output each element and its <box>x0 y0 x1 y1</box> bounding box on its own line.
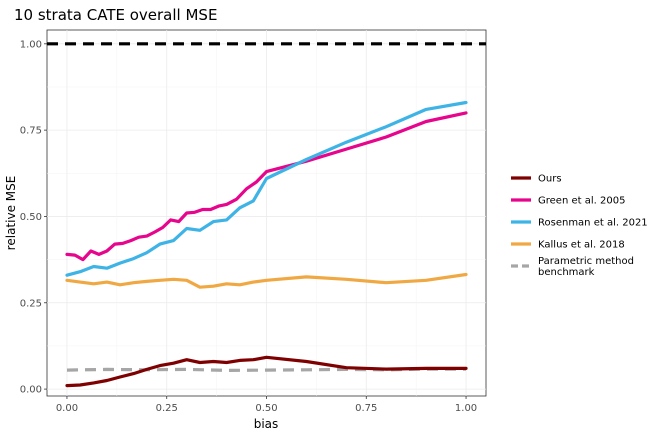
series-line-rosenman-et-al-2021 <box>65 100 468 277</box>
x-tick-label: 0.75 <box>355 403 377 414</box>
legend-label: Rosenman et al. 2021 <box>538 218 648 229</box>
series-line-kallus-et-al-2018 <box>65 272 468 289</box>
series-group <box>65 100 468 388</box>
y-tick-label: 0.00 <box>20 385 42 396</box>
x-axis: 0.00 0.25 0.50 0.75 1.00 <box>56 396 477 414</box>
x-tick-label: 0.25 <box>156 403 178 414</box>
x-axis-label: bias <box>254 417 279 431</box>
legend: Ours Green et al. 2005 Rosenman et al. 202… <box>511 174 648 278</box>
series-line-ours <box>65 355 468 388</box>
legend-label: Ours <box>538 174 562 185</box>
legend-label: Parametric method <box>538 256 634 267</box>
y-tick-label: 0.25 <box>20 298 42 309</box>
y-axis: 0.00 0.25 0.50 0.75 1.00 <box>20 39 47 396</box>
chart-title: 10 strata CATE overall MSE <box>14 6 217 24</box>
legend-label: benchmark <box>538 267 595 278</box>
legend-label: Kallus et al. 2018 <box>538 240 625 251</box>
x-tick-label: 0.00 <box>56 403 78 414</box>
y-tick-label: 0.75 <box>20 126 42 137</box>
y-tick-label: 0.50 <box>20 212 42 223</box>
series-line-green-et-al-2005 <box>65 111 468 262</box>
y-axis-label: relative MSE <box>4 176 18 251</box>
y-tick-label: 1.00 <box>20 39 42 50</box>
legend-label: Green et al. 2005 <box>538 196 625 207</box>
x-tick-label: 1.00 <box>455 403 477 414</box>
x-tick-label: 0.50 <box>255 403 277 414</box>
